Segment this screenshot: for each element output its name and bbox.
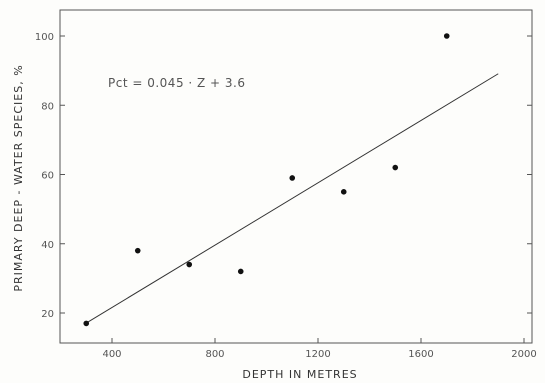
x-axis-tick-labels: 400 800 1200 1600 2000 xyxy=(102,349,536,360)
data-point-7 xyxy=(392,164,399,171)
data-point-5 xyxy=(289,175,296,181)
regression-line xyxy=(85,73,499,324)
y-tick-label-40: 40 xyxy=(41,240,54,251)
x-axis-ticks xyxy=(111,338,525,343)
data-point-6 xyxy=(340,189,347,195)
y-tick-label-20: 20 xyxy=(41,309,54,320)
data-point-2 xyxy=(134,247,141,254)
y-tick-label-60: 60 xyxy=(41,171,54,182)
y-axis-tick-labels: 20 40 60 80 100 xyxy=(35,32,54,320)
x-tick-label-800: 800 xyxy=(205,349,224,360)
y-tick-label-100: 100 xyxy=(35,32,54,43)
y-tick-label-80: 80 xyxy=(41,101,54,112)
x-tick-label-2000: 2000 xyxy=(511,349,536,360)
plot-frame xyxy=(59,9,533,344)
data-point-8 xyxy=(443,33,450,39)
x-axis-label: DEPTH IN METRES xyxy=(242,368,357,381)
y-axis-ticks xyxy=(60,35,532,314)
y-axis-label: PRIMARY DEEP - WATER SPECIES, % xyxy=(12,64,25,291)
data-point-3 xyxy=(186,261,193,268)
equation-annotation: Pct = 0.045 · Z + 3.6 xyxy=(108,76,246,90)
x-tick-label-1600: 1600 xyxy=(408,349,433,360)
data-point-1 xyxy=(83,320,90,327)
data-point-4 xyxy=(237,268,244,275)
x-tick-label-400: 400 xyxy=(102,349,121,360)
x-tick-label-1200: 1200 xyxy=(305,349,330,360)
data-points xyxy=(83,33,450,327)
